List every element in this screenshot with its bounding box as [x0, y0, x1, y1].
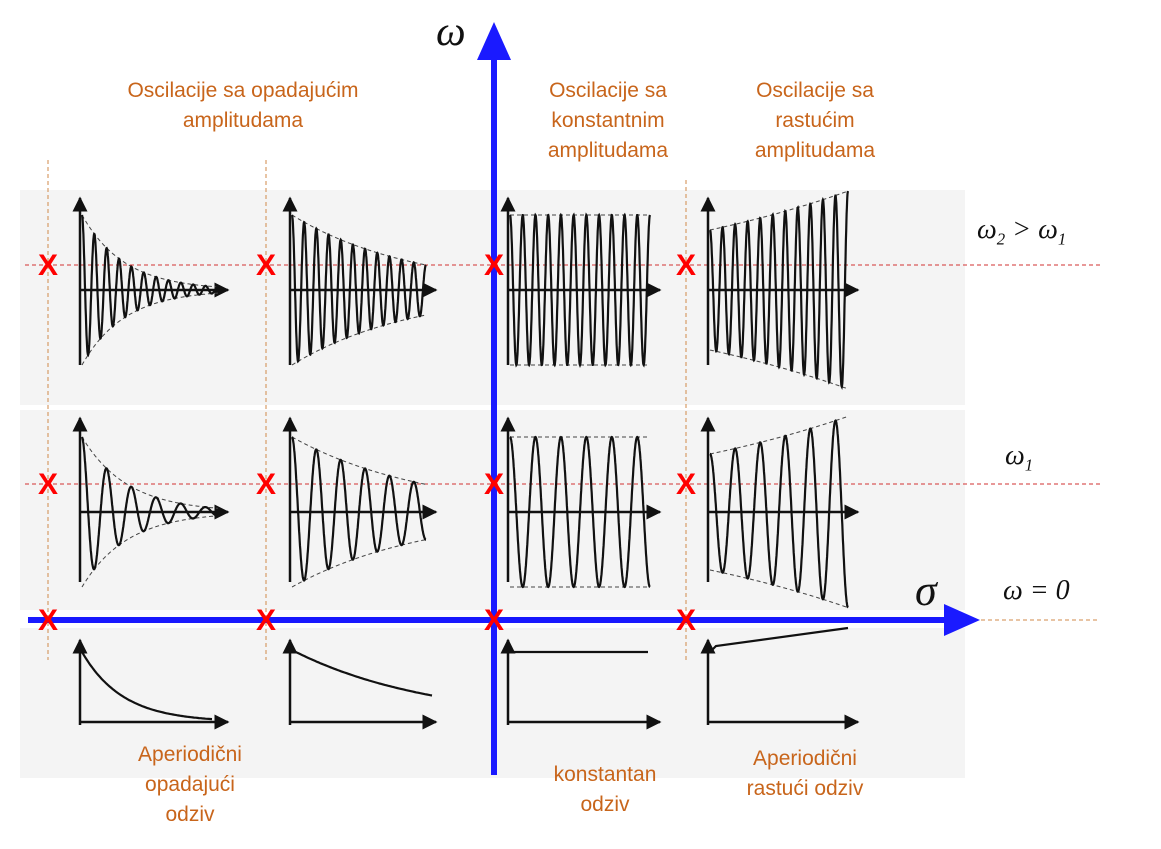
- omega-axis: [477, 22, 511, 775]
- pole-marker-r1-c3: X: [484, 249, 504, 282]
- pole-marker-r3-c2: X: [256, 604, 276, 637]
- label-decaying-oscillations: Oscilacije sa opadajućim amplitudama: [127, 79, 359, 132]
- label-growing-oscillations: Oscilacije sa rastućim amplitudama: [754, 79, 876, 162]
- plot-omega1-col2-upper-envelope: [291, 436, 427, 485]
- plot-omega1-col4-lower-envelope: [710, 569, 849, 609]
- sigma-axis-label: σ: [915, 566, 937, 615]
- label-aperiodic-decaying: Aperiodični opadajući odziv: [138, 743, 242, 826]
- pole-marker-r2-c4: X: [676, 468, 696, 501]
- plot-omega1-col1-signal: [80, 436, 218, 571]
- pole-marker-r2-c1: X: [38, 468, 58, 501]
- row-label-zero: ω = 0: [1003, 575, 1070, 606]
- plot-omega1-col2-signal: [291, 436, 427, 582]
- label-constant-oscillations: Oscilacije sa konstantnim amplitudama: [547, 79, 669, 162]
- response-plots: [72, 190, 860, 730]
- plot-omega1-col1-lower-envelope: [81, 515, 219, 588]
- pole-marker-r1-c4: X: [676, 249, 696, 282]
- pole-markers: X X X X X X X X X X X X: [38, 249, 696, 637]
- pole-marker-r3-c3: X: [484, 604, 504, 637]
- row-label-omega2: ω2 > ω1: [977, 214, 1067, 249]
- plot-omega2-col4-signal: [709, 190, 850, 390]
- plot-omega2-col1-signal: [80, 214, 219, 358]
- plot-omega2-col4-upper-envelope: [709, 190, 849, 231]
- plot-omega2-col3-signal: [508, 212, 652, 368]
- pole-marker-r3-c1: X: [38, 604, 58, 637]
- plot-omega2-col2-signal: [290, 214, 427, 364]
- plot-omega2-col2-lower-envelope: [291, 314, 427, 366]
- label-aperiodic-growing: Aperiodični rastući odziv: [746, 747, 864, 800]
- pole-marker-r2-c2: X: [256, 468, 276, 501]
- label-constant-response: konstantan odziv: [553, 763, 657, 816]
- plot-omega1-col3-signal: [509, 435, 651, 589]
- plot-omega1-col1-upper-envelope: [81, 436, 219, 509]
- omega-axis-label: ω: [436, 9, 466, 55]
- plot-omega1-col2-lower-envelope: [291, 539, 427, 588]
- plot-omega1-col4-signal: [709, 419, 849, 609]
- plot-zero-col2-signal: [291, 649, 433, 697]
- pole-marker-r3-c4: X: [676, 604, 696, 637]
- pole-marker-r1-c1: X: [38, 249, 58, 282]
- pole-marker-r2-c3: X: [484, 468, 504, 501]
- plot-omega2-col1-upper-envelope: [81, 214, 218, 288]
- plot-zero-col4-signal: [709, 626, 849, 653]
- row-label-omega1: ω1: [1005, 440, 1034, 475]
- plot-omega2-col2-upper-envelope: [291, 214, 427, 266]
- pole-marker-r1-c2: X: [256, 249, 276, 282]
- plot-zero-col1-signal: [81, 651, 213, 721]
- plot-omega1-col4-upper-envelope: [710, 415, 849, 455]
